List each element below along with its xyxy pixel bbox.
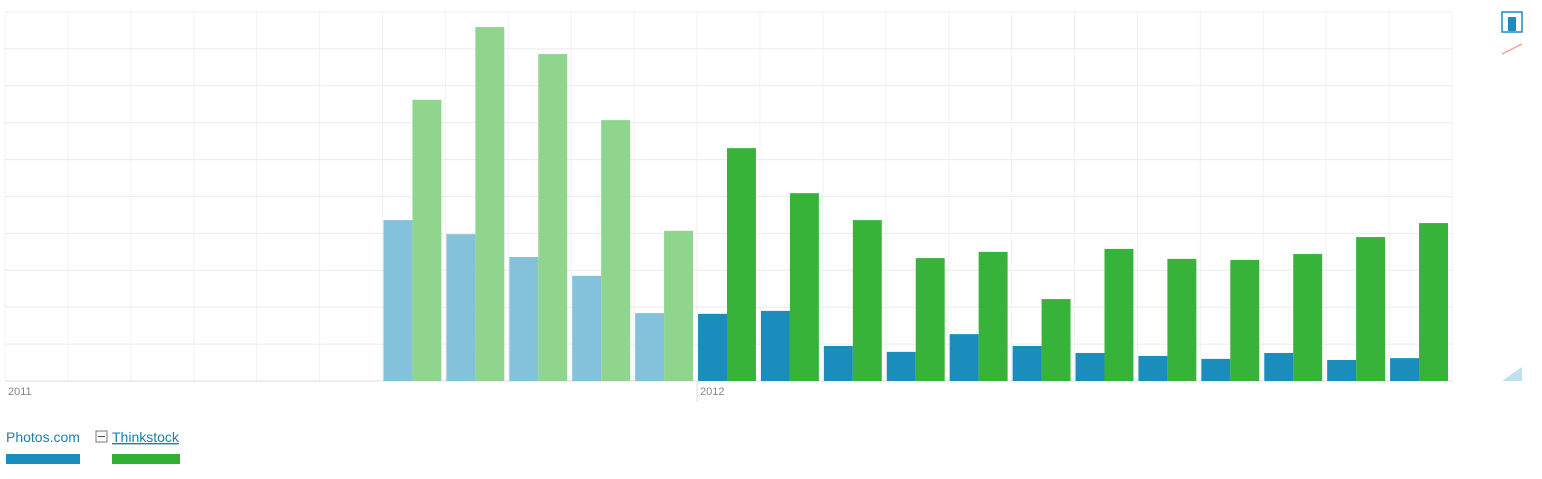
bar: [1012, 345, 1042, 381]
bar: [852, 220, 882, 381]
bar: [823, 345, 853, 381]
bar: [412, 99, 442, 382]
bar: [915, 258, 945, 381]
bar: [1138, 355, 1168, 381]
bar: [1230, 259, 1260, 381]
legend: [95, 430, 108, 443]
bar: [727, 148, 756, 381]
bar: [978, 251, 1008, 381]
area-view-icon[interactable]: [1502, 367, 1522, 381]
bar: [760, 310, 790, 381]
bar: [538, 54, 568, 381]
bar-view-icon-fill: [1508, 17, 1516, 31]
legend-swatch: [6, 454, 80, 464]
view-icons: [1501, 11, 1523, 381]
legend-label[interactable]: Photos.com: [6, 429, 80, 445]
bar: [1104, 248, 1134, 381]
bar: [949, 334, 979, 381]
bar: [1075, 352, 1105, 381]
bar: [1264, 352, 1294, 381]
legend-label[interactable]: Thinkstock: [112, 429, 180, 445]
bar: [1390, 358, 1420, 381]
bar: [1327, 359, 1357, 381]
bar: [1167, 258, 1197, 381]
bar: [1356, 237, 1386, 381]
x-tick-label: 2012: [700, 386, 724, 398]
bar: [886, 351, 916, 381]
bar: [509, 257, 539, 381]
x-tick-label: 2011: [8, 386, 32, 398]
bar: [698, 313, 727, 381]
bar: [1201, 358, 1231, 381]
bar: [446, 234, 476, 381]
bar: [1293, 254, 1323, 381]
legend-swatch: [112, 454, 180, 464]
bar: [635, 313, 665, 381]
bar: [383, 220, 413, 381]
bar: [1041, 299, 1071, 381]
line-view-icon[interactable]: [1501, 43, 1523, 55]
bar: [664, 230, 694, 381]
bar: [572, 275, 602, 381]
bar: [789, 193, 819, 381]
bar: [601, 120, 631, 381]
bar: [475, 27, 505, 382]
bar: [1419, 223, 1448, 381]
